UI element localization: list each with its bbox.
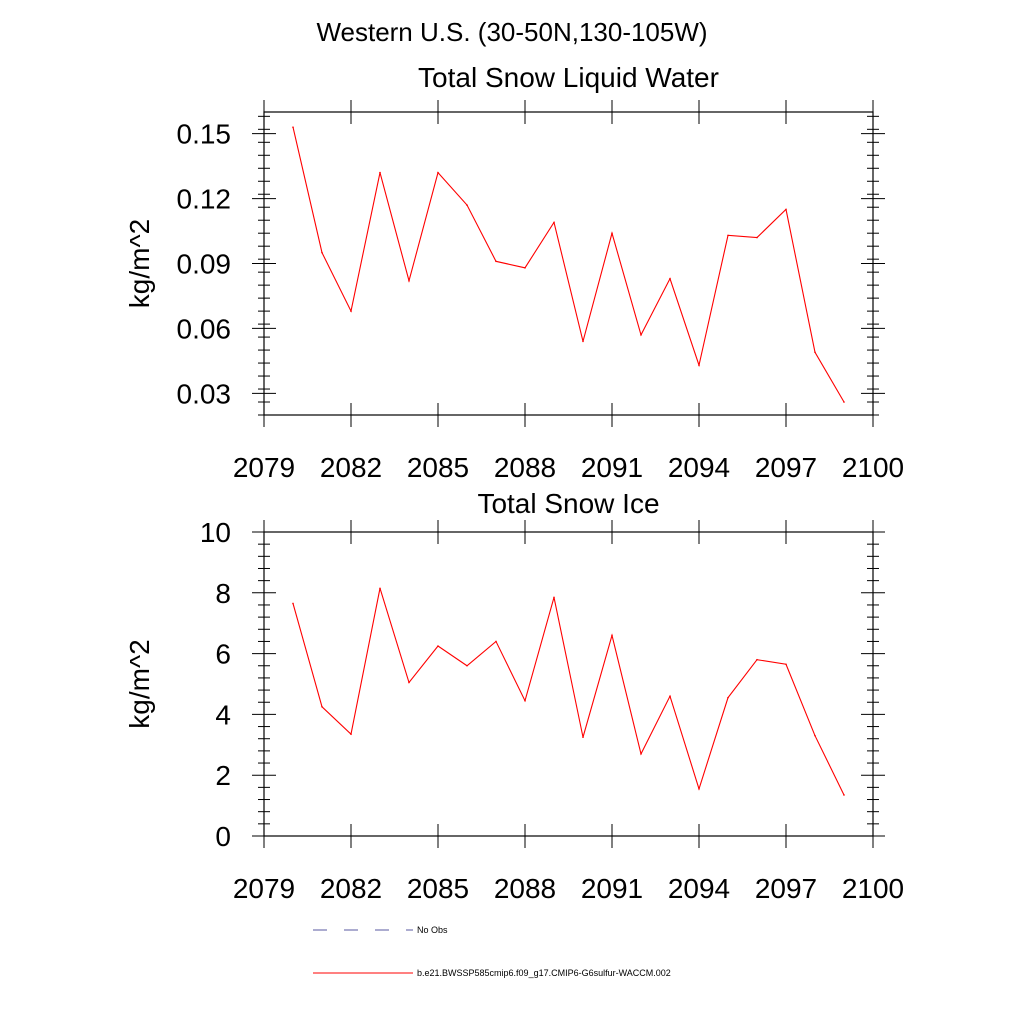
y-tick-label: 0.15 [177,119,232,150]
data-point [582,340,584,343]
y-tick-label: 0 [215,821,231,852]
data-point [495,260,497,263]
data-point [350,310,352,312]
y-tick-label: 0.09 [177,249,232,280]
legend-label-model-run: b.e21.BWSSP585cmip6.f09_g17.CMIP6-G6sulf… [417,968,671,978]
data-point [843,794,845,796]
data-point [814,351,816,354]
data-point [292,602,294,605]
data-point [727,234,729,237]
data-point [669,695,671,697]
y-tick-label: 6 [215,639,231,670]
y-tick-label: 4 [215,699,231,730]
legend: No Obs b.e21.BWSSP585cmip6.f09_g17.CMIP6… [313,925,671,978]
y-tick-label: 8 [215,578,231,609]
data-point [698,364,700,367]
data-point [524,267,526,269]
x-tick-label: 2091 [581,452,643,483]
data-point [379,587,381,590]
x-tick-label: 2088 [494,873,556,904]
data-point [756,236,758,239]
x-tick-label: 2094 [668,452,730,483]
x-tick-label: 2088 [494,452,556,483]
x-tick-label: 2079 [233,452,295,483]
series-line [292,588,845,796]
data-point [408,280,410,282]
data-point [553,596,555,599]
y-tick-label: 2 [215,760,231,791]
data-point [379,171,381,174]
y-axis-label: kg/m^2 [124,639,155,728]
panel-title: Total Snow Liquid Water [418,62,719,93]
x-tick-label: 2085 [407,873,469,904]
data-point [756,658,758,661]
plot-frame [263,111,874,416]
x-tick-label: 2091 [581,873,643,904]
x-tick-label: 2097 [755,452,817,483]
data-point [727,696,729,699]
legend-label-no-obs: No Obs [417,925,448,935]
x-tick-label: 2094 [668,873,730,904]
data-point [292,126,294,128]
plot-frame [263,531,874,837]
data-point [524,699,526,702]
data-point [350,733,352,735]
data-point [640,753,642,755]
series-line [292,127,845,403]
data-point [466,204,468,206]
data-point [321,706,323,708]
data-point [785,663,787,666]
y-tick-label: 10 [200,517,231,548]
data-point [437,171,439,174]
data-point [698,788,700,790]
x-tick-label: 2085 [407,452,469,483]
data-point [408,681,410,684]
chart-panel-snow-liquid-water: Total Snow Liquid Water 2079 2082 2085 2088 2… [124,62,904,483]
data-point [814,734,816,737]
panel-title: Total Snow Ice [477,488,659,519]
data-point [437,645,439,647]
data-point [640,334,642,336]
data-point [321,251,323,254]
data-point [582,736,584,738]
x-tick-label: 2079 [233,873,295,904]
figure-main-title: Western U.S. (30-50N,130-105W) [316,17,707,47]
data-point [466,664,468,667]
data-point [785,208,787,211]
x-tick-label: 2082 [320,452,382,483]
y-tick-label: 0.06 [177,313,232,344]
data-point [843,401,845,403]
data-point [669,277,671,280]
y-tick-label: 0.03 [177,378,232,409]
x-tick-label: 2097 [755,873,817,904]
data-point [611,232,613,234]
x-tick-label: 2100 [842,452,904,483]
y-tick-label: 0.12 [177,184,232,215]
x-tick-label: 2082 [320,873,382,904]
data-point [495,640,497,643]
data-point [553,221,555,224]
data-point [611,634,613,637]
y-axis-label: kg/m^2 [124,219,155,308]
x-tick-label: 2100 [842,873,904,904]
